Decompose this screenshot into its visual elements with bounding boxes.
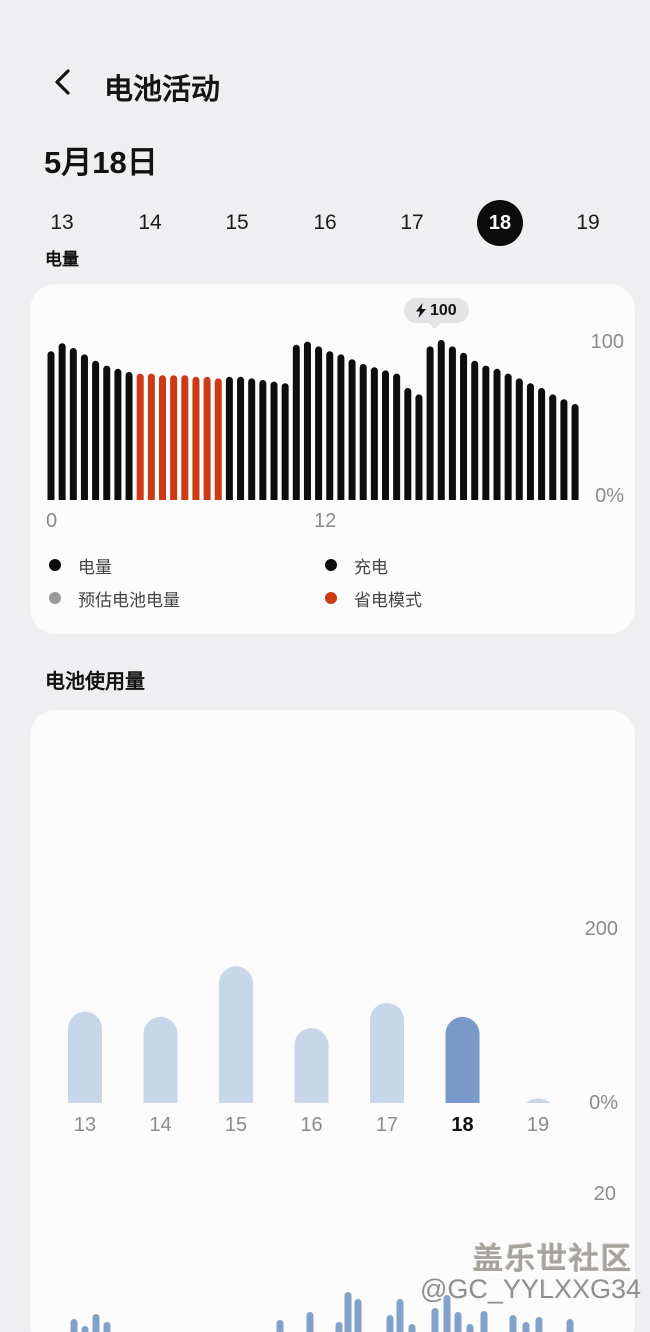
svg-text:15: 15 bbox=[225, 1114, 247, 1136]
x-axis-tick-0: 0 bbox=[46, 510, 58, 532]
x-axis-tick-12: 12 bbox=[314, 510, 337, 532]
day-option-15[interactable]: 15 bbox=[225, 211, 249, 234]
day-option-16[interactable]: 16 bbox=[313, 211, 337, 234]
legend-item: 省电模式 bbox=[325, 588, 422, 610]
day-option-19[interactable]: 19 bbox=[576, 211, 600, 234]
back-button[interactable] bbox=[44, 64, 80, 100]
day-option-14[interactable]: 14 bbox=[138, 211, 162, 234]
svg-text:17: 17 bbox=[376, 1114, 398, 1136]
legend-dot bbox=[49, 592, 61, 604]
daily-y-tick-0: 0% bbox=[589, 1092, 618, 1114]
legend-item: 充电 bbox=[325, 555, 388, 577]
charge-tooltip: 100 bbox=[404, 298, 469, 323]
svg-text:13: 13 bbox=[74, 1114, 96, 1136]
watermark-user: @GC_YYLXXG34 bbox=[419, 1274, 641, 1304]
battery-level-label: 电量 bbox=[45, 250, 79, 269]
svg-text:16: 16 bbox=[300, 1114, 322, 1136]
legend-label: 省电模式 bbox=[354, 590, 422, 610]
day-option-17[interactable]: 17 bbox=[400, 211, 424, 234]
svg-text:18: 18 bbox=[451, 1114, 473, 1136]
legend-dot bbox=[49, 559, 61, 571]
selected-day-bubble: 18 bbox=[477, 200, 523, 246]
svg-text:14: 14 bbox=[149, 1114, 171, 1136]
legend-item: 电量 bbox=[49, 555, 112, 577]
watermark-community: 盖乐世社区 bbox=[473, 1243, 633, 1276]
date-heading: 5月18日 bbox=[44, 145, 158, 180]
back-chevron-icon bbox=[55, 69, 70, 95]
battery-level-card: 100 0% 0 12 电量 充电预估电池电量 省电模式 bbox=[30, 284, 635, 634]
lightning-bolt-icon bbox=[416, 303, 426, 318]
legend-dot bbox=[325, 592, 337, 604]
usage-section-title: 电池使用量 bbox=[45, 671, 145, 693]
day-option-18[interactable]: 18 bbox=[470, 197, 530, 249]
daily-y-tick-200: 200 bbox=[584, 918, 618, 940]
legend-label: 预估电池电量 bbox=[78, 590, 180, 610]
hourly-y-tick-20: 20 bbox=[593, 1183, 616, 1205]
page-title: 电池活动 bbox=[104, 74, 221, 106]
legend-item: 预估电池电量 bbox=[49, 588, 180, 610]
y-axis-tick-0: 0% bbox=[595, 485, 624, 507]
day-option-13[interactable]: 13 bbox=[50, 211, 74, 234]
day-selector: 13 14 15 16 17 18 19 bbox=[0, 197, 650, 249]
legend-dot bbox=[325, 559, 337, 571]
y-axis-tick-100: 100 bbox=[590, 331, 624, 353]
battery-level-chart[interactable] bbox=[30, 284, 635, 634]
legend-label: 充电 bbox=[354, 557, 388, 577]
legend-label: 电量 bbox=[78, 557, 112, 577]
tooltip-value: 100 bbox=[430, 301, 457, 319]
svg-text:19: 19 bbox=[527, 1114, 549, 1136]
